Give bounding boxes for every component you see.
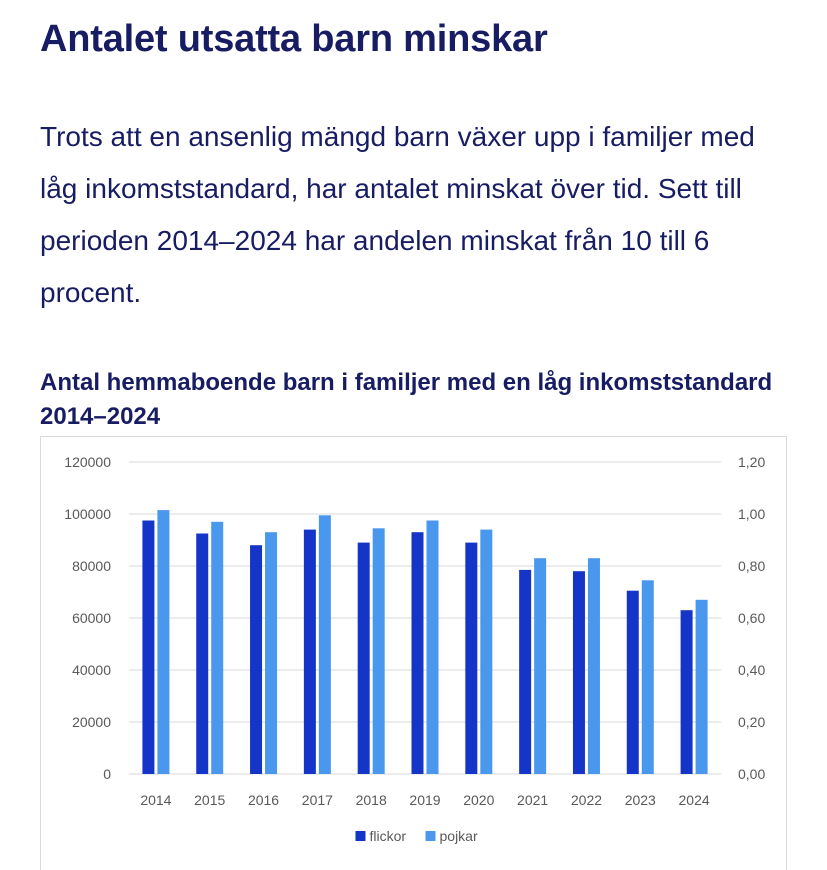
x-tick-label: 2016 — [248, 792, 279, 808]
intro-paragraph: Trots att en ansenlig mängd barn växer u… — [40, 121, 755, 308]
bar-pojkar — [587, 558, 600, 774]
x-tick-label: 2024 — [679, 792, 710, 808]
bar-flickor — [411, 532, 424, 774]
bar-pojkar — [641, 580, 654, 774]
y-tick-label: 0 — [103, 766, 111, 782]
bar-chart: 0 20000 40000 60000 80000 100000 120000 0,00 0,2… — [64, 454, 765, 844]
x-tick-label: 2015 — [194, 792, 225, 808]
legend-label-pojkar: pojkar — [440, 828, 478, 844]
x-tick-label: 2022 — [571, 792, 602, 808]
bar-pojkar — [211, 521, 224, 774]
chart-title: Antal hemmaboende barn i familjer med en… — [40, 369, 773, 430]
y2-tick-label: 1,00 — [738, 506, 765, 522]
bar-flickor — [626, 590, 639, 774]
bar-flickor — [465, 542, 478, 774]
bar-pojkar — [157, 510, 170, 774]
bar-flickor — [250, 545, 263, 774]
x-tick-label: 2021 — [517, 792, 548, 808]
x-tick-label: 2020 — [463, 792, 494, 808]
bar-pojkar — [480, 529, 493, 774]
chart-container: 0 20000 40000 60000 80000 100000 120000 0,00 0,2… — [40, 436, 787, 870]
x-tick-label: 2023 — [625, 792, 656, 808]
bar-flickor — [680, 610, 693, 774]
y2-tick-label: 1,20 — [738, 454, 765, 470]
bar-pojkar — [318, 515, 331, 774]
y2-tick-label: 0,20 — [738, 714, 765, 730]
legend-swatch-flickor — [355, 831, 366, 841]
x-tick-label: 2019 — [409, 792, 440, 808]
y-tick-label: 120000 — [64, 454, 111, 470]
page-title: Antalet utsatta barn minskar — [40, 18, 548, 60]
bar-pojkar — [426, 520, 439, 774]
bar-pojkar — [265, 532, 278, 774]
y-tick-label: 40000 — [72, 662, 111, 678]
bar-flickor — [303, 529, 316, 774]
legend-swatch-pojkar — [425, 831, 436, 841]
y2-tick-label: 0,80 — [738, 558, 765, 574]
bar-flickor — [572, 571, 585, 774]
y-tick-label: 80000 — [72, 558, 111, 574]
bar-pojkar — [695, 599, 708, 774]
x-tick-label: 2014 — [140, 792, 171, 808]
y-tick-label: 20000 — [72, 714, 111, 730]
x-tick-label: 2018 — [356, 792, 387, 808]
y2-tick-label: 0,00 — [738, 766, 765, 782]
x-tick-label: 2017 — [302, 792, 333, 808]
y2-tick-label: 0,40 — [738, 662, 765, 678]
bar-flickor — [357, 542, 370, 774]
bar-flickor — [142, 520, 155, 774]
y2-tick-label: 0,60 — [738, 610, 765, 626]
y-tick-label: 100000 — [64, 506, 111, 522]
legend-label-flickor: flickor — [370, 828, 407, 844]
bar-pojkar — [534, 558, 547, 774]
bar-pojkar — [372, 528, 385, 774]
bar-flickor — [196, 533, 209, 774]
y-tick-label: 60000 — [72, 610, 111, 626]
bar-flickor — [519, 569, 532, 774]
